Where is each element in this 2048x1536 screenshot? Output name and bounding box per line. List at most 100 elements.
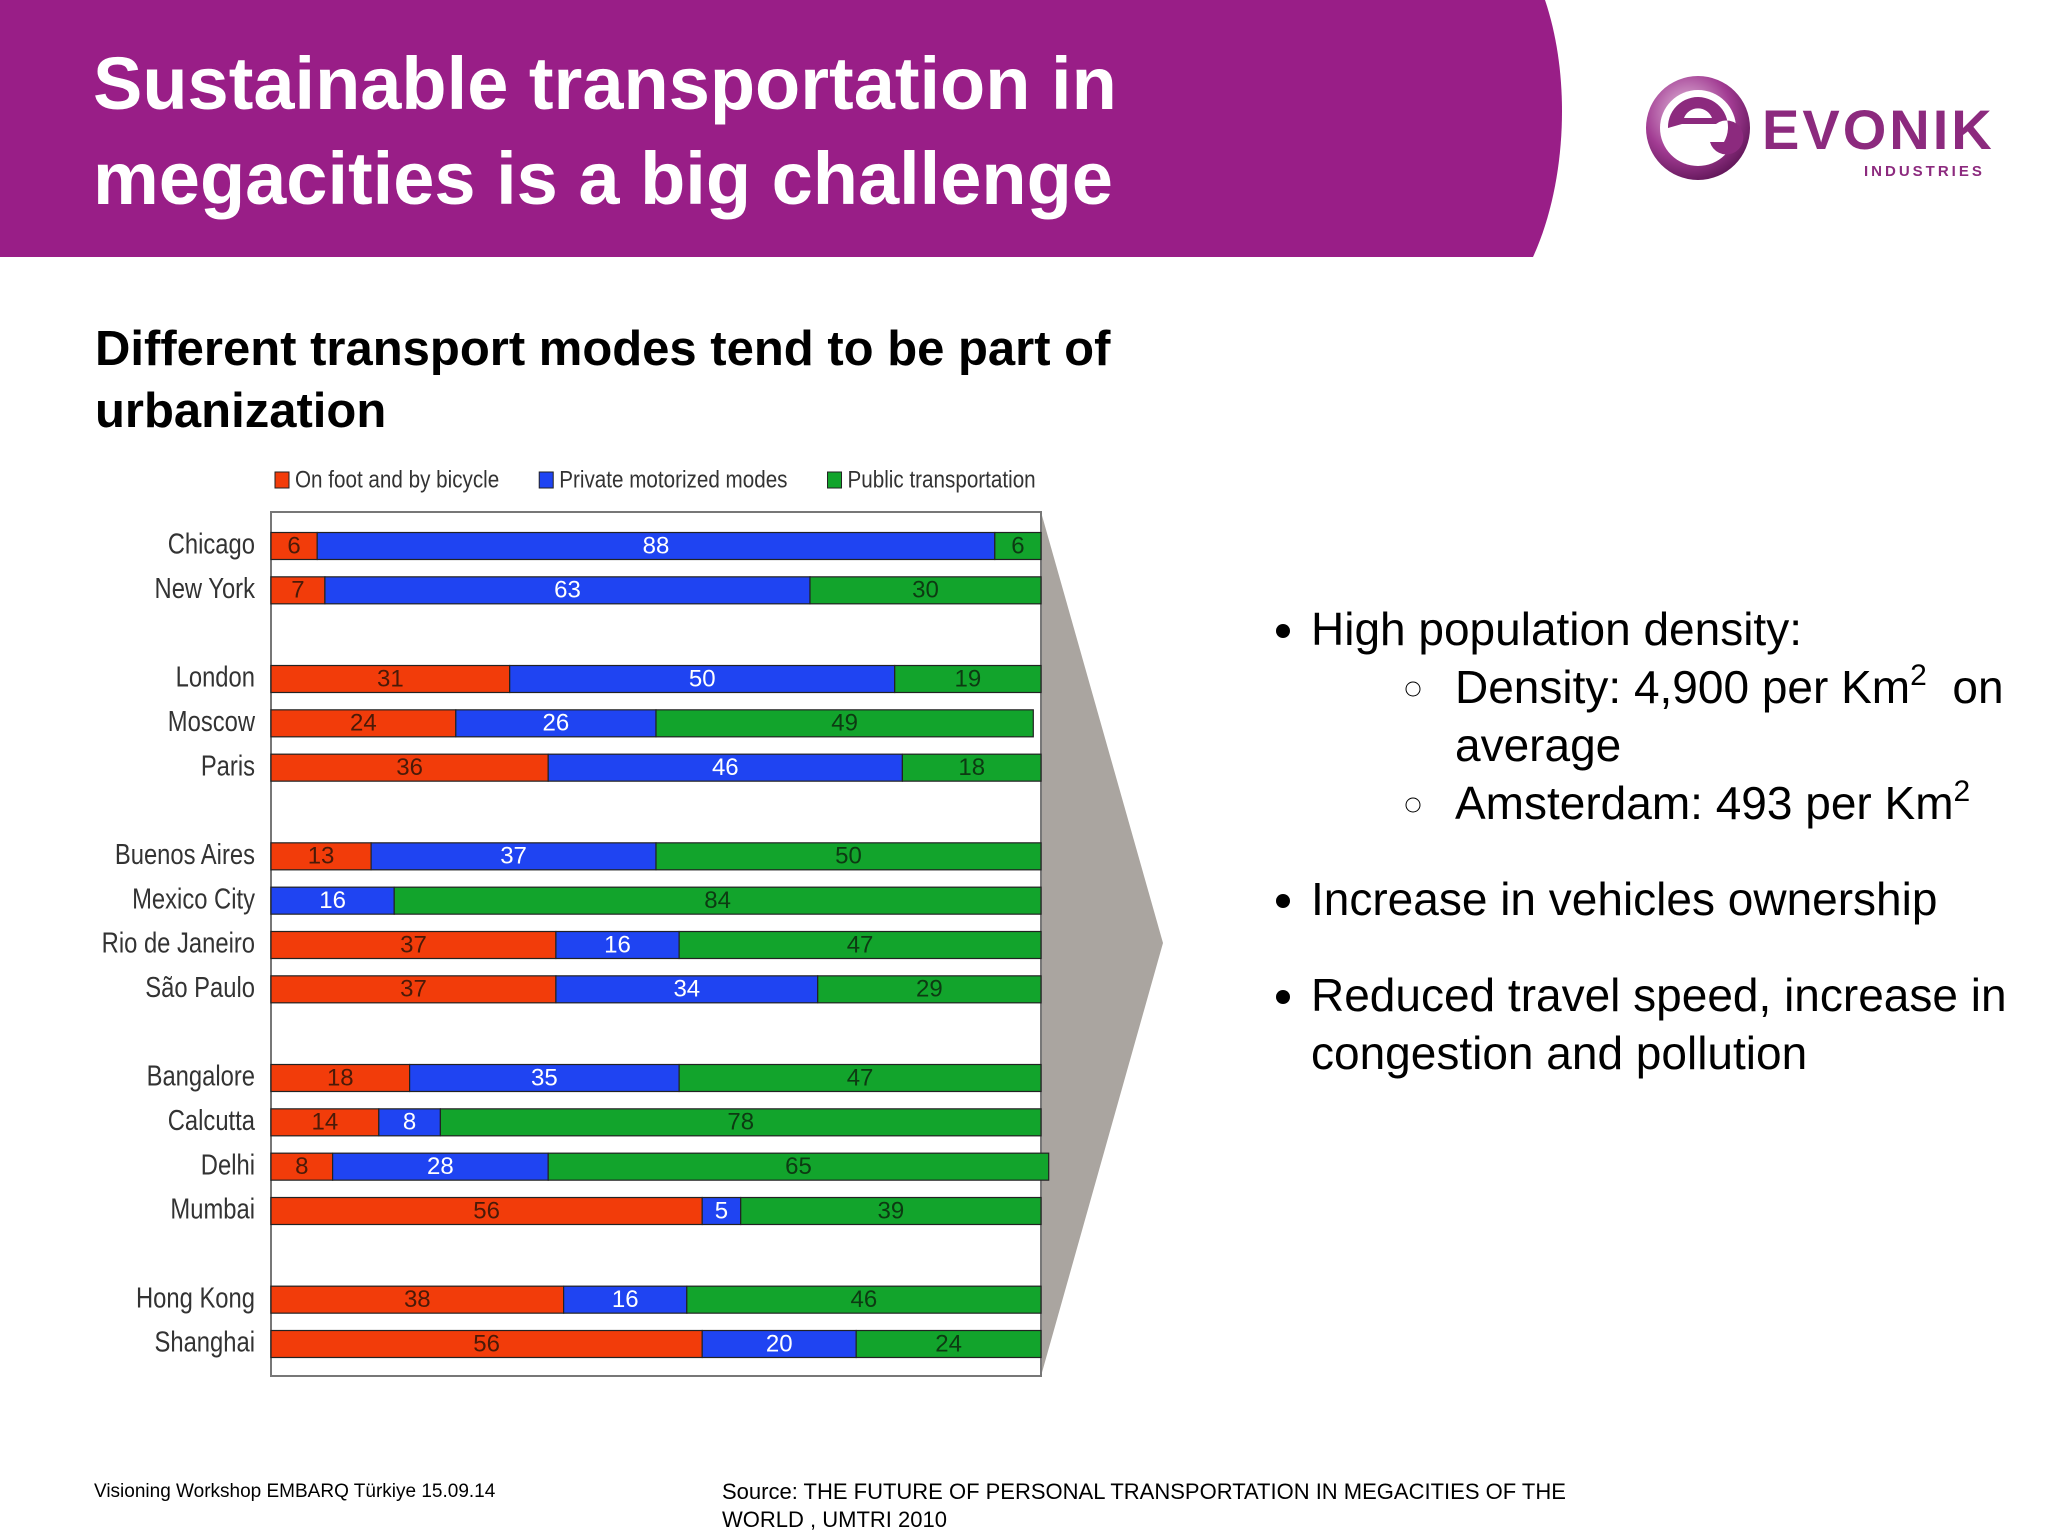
bar-segment <box>270 1285 565 1314</box>
bullet: Reduced travel speed, increase in conges… <box>1311 966 2031 1082</box>
data-label: 30 <box>912 577 939 604</box>
y-tick-label: Mexico City <box>132 883 255 915</box>
bar-segment <box>655 709 1034 738</box>
data-label: 50 <box>835 843 862 870</box>
bullet-text: Reduced travel speed, increase in conges… <box>1311 969 2007 1079</box>
bullet: High population density: Density: 4,900 … <box>1311 600 2031 832</box>
data-label: 46 <box>851 1286 878 1313</box>
bar-segment <box>270 576 326 605</box>
bar-segment <box>378 1108 441 1137</box>
data-label: 37 <box>500 843 527 870</box>
data-label: 38 <box>404 1286 431 1313</box>
bar-segment <box>655 842 1042 871</box>
data-label: 5 <box>715 1197 728 1224</box>
data-label: 34 <box>673 976 700 1003</box>
data-label: 35 <box>531 1064 558 1091</box>
bar-segment <box>439 1108 1042 1137</box>
superscript: 2 <box>1953 775 1971 808</box>
bar-segment <box>270 1108 380 1137</box>
bullet-text: Increase in vehicles ownership <box>1311 873 1938 925</box>
bar-segment <box>270 753 549 782</box>
data-label: 13 <box>308 843 335 870</box>
y-tick-label: Paris <box>201 750 255 782</box>
legend-swatch <box>827 471 843 489</box>
y-tick-label: Moscow <box>168 706 256 738</box>
data-label: 19 <box>954 665 981 692</box>
bar-segment <box>270 1329 703 1359</box>
logo-e <box>1667 97 1744 155</box>
bar-segment <box>809 576 1042 605</box>
bar-segment <box>686 1285 1042 1314</box>
data-label: 26 <box>543 710 570 737</box>
y-tick-label: Chicago <box>168 529 255 561</box>
bar-segment <box>455 709 657 738</box>
data-label: 47 <box>847 1064 874 1091</box>
legend-label: Public transportation <box>848 466 1036 493</box>
y-tick-label: Rio de Janeiro <box>102 928 255 960</box>
data-label: 78 <box>727 1109 754 1136</box>
y-tick-label: Bangalore <box>147 1061 255 1093</box>
data-label: 16 <box>604 931 631 958</box>
bar-segment <box>678 930 1042 960</box>
legend-label: Private motorized modes <box>559 466 787 493</box>
bar-segment <box>547 753 904 782</box>
legend-swatch <box>274 471 290 489</box>
data-label: 37 <box>400 931 427 958</box>
sub-bullet: Density: 4,900 per Km2 on average <box>1441 658 2031 774</box>
bar-segment <box>701 1196 742 1226</box>
bar-segment <box>270 664 511 694</box>
data-label: 18 <box>327 1064 354 1091</box>
data-label: 39 <box>877 1197 904 1224</box>
bar-segment <box>547 1152 1050 1181</box>
logo-tagline: INDUSTRIES <box>1864 163 1985 180</box>
data-label: 50 <box>689 665 716 692</box>
bullet-list: High population density: Density: 4,900 … <box>1311 600 2031 1120</box>
data-label: 20 <box>766 1330 793 1357</box>
data-label: 56 <box>473 1330 500 1357</box>
sub-bullet-list: Density: 4,900 per Km2 on average Amster… <box>1311 658 2031 832</box>
bar-segment <box>270 1152 334 1181</box>
logo: EVONIK INDUSTRIES <box>1646 76 1995 180</box>
data-label: 18 <box>958 754 985 781</box>
data-label: 6 <box>1011 532 1024 559</box>
bar-segment <box>509 664 896 694</box>
y-tick-label: São Paulo <box>145 972 255 1004</box>
logo-name: EVONIK <box>1762 98 1995 161</box>
footer-left: Visioning Workshop EMBARQ Türkiye 15.09.… <box>94 1481 496 1502</box>
bar-segment <box>555 975 819 1004</box>
bar-segment <box>894 664 1042 694</box>
bar-segment <box>270 531 318 561</box>
bar-segment <box>562 1285 688 1314</box>
data-label: 65 <box>785 1153 812 1180</box>
chart: On foot and by bicycle Private motorized … <box>102 466 1050 1359</box>
y-tick-label: Shanghai <box>154 1327 255 1359</box>
bar-segment <box>270 1196 703 1226</box>
data-label: 49 <box>831 710 858 737</box>
bar-segment <box>855 1329 1042 1359</box>
y-tick-label: Calcutta <box>168 1105 256 1137</box>
bar-segment <box>817 975 1042 1004</box>
footer-source: Source: THE FUTURE OF PERSONAL TRANSPORT… <box>722 1479 1566 1532</box>
data-label: 47 <box>847 931 874 958</box>
data-label: 31 <box>377 665 404 692</box>
bar-segment <box>393 886 1042 915</box>
data-label: 14 <box>312 1109 339 1136</box>
y-tick-label: London <box>176 662 255 694</box>
data-label: 16 <box>319 887 346 914</box>
y-tick-label: New York <box>155 573 256 605</box>
data-label: 88 <box>643 532 670 559</box>
data-label: 56 <box>473 1197 500 1224</box>
bullet: Increase in vehicles ownership <box>1311 870 2031 928</box>
data-label: 24 <box>935 1330 962 1357</box>
bar-segment <box>678 1063 1042 1093</box>
header-band <box>0 0 1563 257</box>
bullet-text: Amsterdam: 493 per Km <box>1455 777 1954 829</box>
data-label: 84 <box>704 887 731 914</box>
data-label: 37 <box>400 976 427 1003</box>
legend-swatch <box>538 471 554 489</box>
data-label: 6 <box>287 532 300 559</box>
bullet-text: Density: 4,900 per Km <box>1455 661 1911 713</box>
data-label: 7 <box>291 577 304 604</box>
